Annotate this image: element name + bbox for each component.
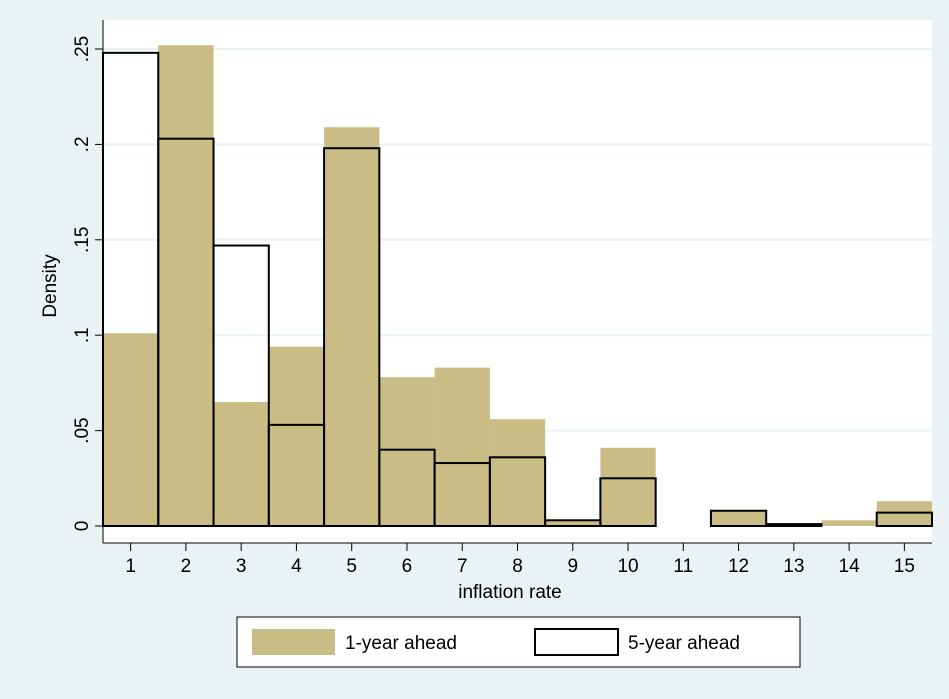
y-tick-label-4: .2 — [72, 136, 93, 152]
y-tick-label-1: .05 — [72, 417, 93, 443]
bar-1-year-ahead-4 — [268, 346, 325, 526]
x-axis-label: inflation rate — [458, 582, 562, 603]
bar-5-year-ahead-12 — [709, 509, 768, 527]
series-1-year-ahead — [103, 45, 932, 527]
bar-5-year-ahead-5 — [323, 147, 381, 527]
bar-1-year-ahead-12 — [710, 510, 767, 526]
axes: 0.05.1.15.2.251 2 3 4 5 6 7 8 9 10 11 12 13 14 15 — [72, 20, 932, 577]
x-tick-label-5: 5 — [346, 556, 357, 577]
x-tick-label-2: 2 — [181, 556, 192, 577]
bar-1-year-ahead-8 — [489, 419, 546, 526]
y-tick-label-3: .15 — [72, 227, 93, 253]
x-tick-label-1: 1 — [125, 556, 136, 577]
legend-label-1-year-ahead: 1-year ahead — [345, 633, 457, 654]
x-tick-label-11: 11 — [673, 556, 693, 577]
legend-swatch-5-year-ahead — [534, 628, 619, 656]
bar-1-year-ahead-10 — [600, 447, 656, 526]
x-tick-label-9: 9 — [567, 556, 578, 577]
bar-5-year-ahead-8 — [488, 456, 547, 528]
bar-1-year-ahead-14 — [821, 520, 877, 526]
x-tick-label-3: 3 — [236, 556, 247, 577]
x-tick-label-6: 6 — [402, 556, 413, 577]
legend-label-5-year-ahead: 5-year ahead — [628, 633, 740, 654]
x-tick-label-14: 14 — [839, 556, 861, 577]
bar-1-year-ahead-1 — [103, 333, 159, 526]
x-tick-label-10: 10 — [617, 556, 638, 577]
x-tick-label-8: 8 — [512, 556, 523, 577]
x-tick-label-12: 12 — [728, 556, 749, 577]
bar-5-year-ahead-3 — [212, 244, 270, 528]
legend: 1-year ahead 5-year ahead — [236, 616, 801, 668]
y-axis-label: Density — [40, 254, 61, 318]
x-tick-label-4: 4 — [291, 556, 302, 577]
x-tick-label-15: 15 — [894, 556, 915, 577]
bar-1-year-ahead-5 — [324, 127, 380, 526]
legend-swatch-1-year-ahead — [252, 629, 335, 655]
series-5-year-ahead — [102, 51, 934, 528]
x-tick-label-13: 13 — [783, 556, 804, 577]
bar-5-year-ahead-13 — [765, 523, 823, 527]
bar-1-year-ahead-6 — [379, 377, 435, 526]
y-tick-label-2: .1 — [72, 327, 93, 343]
bar-5-year-ahead-10 — [599, 477, 657, 527]
bar-1-year-ahead-3 — [213, 401, 269, 526]
bar-1-year-ahead-7 — [434, 367, 490, 526]
y-tick-label-0: 0 — [72, 521, 93, 532]
bar-1-year-ahead-2 — [158, 45, 214, 527]
y-tick-label-5: .25 — [72, 36, 93, 62]
bar-5-year-ahead-15 — [875, 511, 934, 527]
bar-1-year-ahead-9 — [545, 520, 601, 526]
x-tick-label-7: 7 — [457, 556, 468, 577]
